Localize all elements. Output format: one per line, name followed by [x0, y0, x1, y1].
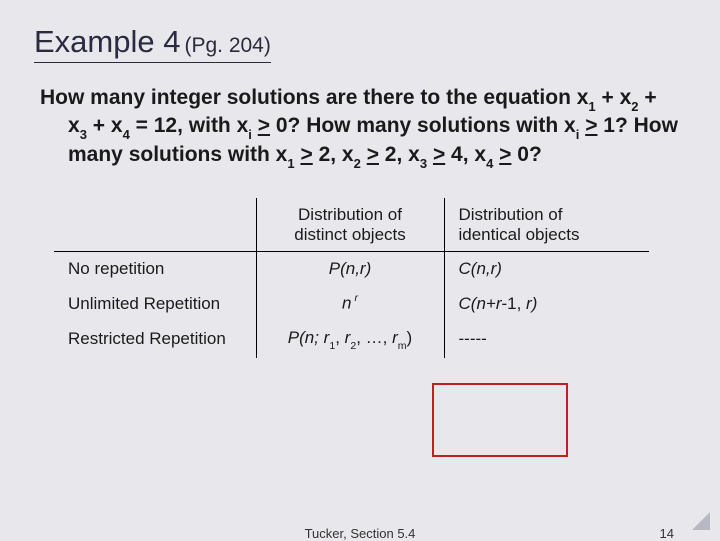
table-header-row: Distribution ofdistinct objects Distribu… — [54, 198, 649, 252]
page-number: 14 — [660, 526, 674, 541]
table-row: Restricted Repetition P(n; r1, r2, …, rm… — [54, 321, 649, 357]
title-sub: (Pg. 204) — [184, 34, 270, 57]
footer-center: Tucker, Section 5.4 — [305, 526, 416, 541]
row-label: No repetition — [54, 252, 256, 287]
slide-title: Example 4 (Pg. 204) — [34, 24, 686, 67]
cell-identical: ----- — [444, 321, 649, 357]
cell-distinct: P(n,r) — [256, 252, 444, 287]
formula-table: Distribution ofdistinct objects Distribu… — [54, 198, 686, 357]
cell-distinct: n r — [256, 286, 444, 321]
row-label: Unlimited Repetition — [54, 286, 256, 321]
cell-distinct: P(n; r1, r2, …, rm) — [256, 321, 444, 357]
title-main: Example 4 — [34, 24, 180, 59]
table-row: Unlimited Repetition n r C(n+r-1, r) — [54, 286, 649, 321]
cell-identical: C(n+r-1, r) — [444, 286, 649, 321]
row-label: Restricted Repetition — [54, 321, 256, 357]
page-curl-icon — [688, 508, 710, 530]
cell-identical: C(n,r) — [444, 252, 649, 287]
question-text: How many integer solutions are there to … — [40, 85, 680, 170]
table-row: No repetition P(n,r) C(n,r) — [54, 252, 649, 287]
highlight-box — [432, 383, 568, 457]
col-identical-header: Distribution ofidentical objects — [444, 198, 649, 252]
col-distinct-header: Distribution ofdistinct objects — [256, 198, 444, 252]
